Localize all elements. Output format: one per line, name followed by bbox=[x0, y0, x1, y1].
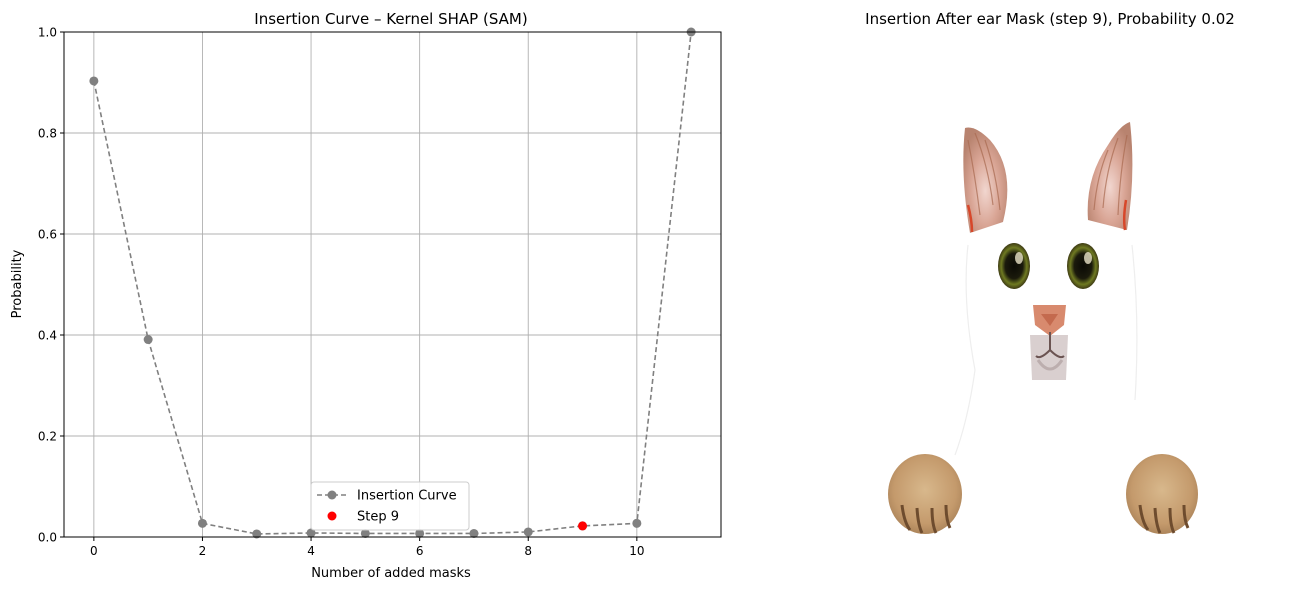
right-eye-glint bbox=[1084, 252, 1092, 264]
legend-box bbox=[310, 481, 470, 531]
y-axis-label: Probability bbox=[10, 249, 25, 318]
faint-body-outline bbox=[954, 244, 1138, 456]
plot-frame bbox=[63, 31, 722, 538]
muzzle bbox=[1030, 335, 1068, 380]
insertion-curve-point bbox=[89, 76, 99, 86]
x-axis-label: Number of added masks bbox=[311, 566, 471, 581]
insertion-curve-point bbox=[469, 528, 479, 538]
left-eye bbox=[998, 243, 1030, 289]
chin-shadow bbox=[1036, 359, 1064, 371]
insertion-curve-point bbox=[143, 335, 153, 345]
insertion-curve-line bbox=[93, 31, 692, 535]
y-tick-label: 1.0 bbox=[38, 26, 57, 40]
right-ear bbox=[1087, 122, 1133, 230]
right-ear-fur bbox=[1093, 134, 1128, 216]
y-tick-label: 0.6 bbox=[38, 228, 57, 242]
insertion-curve-point bbox=[360, 528, 370, 538]
x-tick-label: 8 bbox=[524, 544, 532, 558]
insertion-curve-point bbox=[252, 529, 262, 539]
x-ticks: 0 2 4 6 8 10 bbox=[90, 537, 644, 558]
right-paw bbox=[1126, 454, 1198, 534]
insertion-curve-point bbox=[632, 518, 642, 528]
right-ear-edge bbox=[1122, 199, 1128, 231]
legend-entry-insertion-curve: Insertion Curve bbox=[357, 489, 457, 504]
step-9-point bbox=[578, 521, 588, 531]
legend: Insertion Curve Step 9 bbox=[310, 481, 470, 531]
insertion-curve-point bbox=[197, 518, 207, 528]
grid bbox=[64, 31, 721, 538]
insertion-curve-point bbox=[523, 527, 533, 537]
x-tick-label: 6 bbox=[416, 544, 424, 558]
left-ear-edge bbox=[966, 204, 974, 233]
left-paw-toes bbox=[900, 504, 952, 534]
legend-step-swatch bbox=[327, 511, 337, 521]
left-eye-glint bbox=[1015, 252, 1023, 264]
x-tick-label: 2 bbox=[199, 544, 207, 558]
y-tick-label: 0.2 bbox=[38, 430, 57, 444]
nose-tip bbox=[1041, 314, 1058, 326]
legend-entry-step-9: Step 9 bbox=[357, 510, 399, 525]
mouth bbox=[1035, 332, 1065, 359]
masked-cat-image bbox=[888, 122, 1198, 534]
y-tick-label: 0.4 bbox=[38, 329, 57, 343]
y-tick-label: 0.8 bbox=[38, 127, 57, 141]
left-paw bbox=[888, 454, 962, 534]
y-ticks: 0.0 0.2 0.4 0.6 0.8 1.0 bbox=[38, 26, 64, 545]
x-tick-label: 0 bbox=[90, 544, 98, 558]
insertion-curve-point bbox=[415, 528, 425, 538]
legend-marker-swatch bbox=[327, 490, 337, 500]
x-tick-label: 10 bbox=[629, 544, 644, 558]
chart-panel: Insertion Curve – Kernel SHAP (SAM) 0 2 4 6… bbox=[10, 10, 722, 581]
right-paw-toes bbox=[1138, 504, 1190, 534]
y-tick-label: 0.0 bbox=[38, 531, 57, 545]
series bbox=[89, 27, 696, 539]
insertion-curve-point bbox=[306, 528, 316, 538]
image-panel: Insertion After ear Mask (step 9), Proba… bbox=[865, 10, 1235, 534]
x-tick-label: 4 bbox=[307, 544, 315, 558]
chart-title: Insertion Curve – Kernel SHAP (SAM) bbox=[254, 10, 527, 28]
right-eye bbox=[1067, 243, 1099, 289]
image-panel-title: Insertion After ear Mask (step 9), Proba… bbox=[865, 10, 1235, 28]
left-ear bbox=[963, 127, 1008, 233]
left-ear-fur bbox=[967, 132, 1001, 216]
